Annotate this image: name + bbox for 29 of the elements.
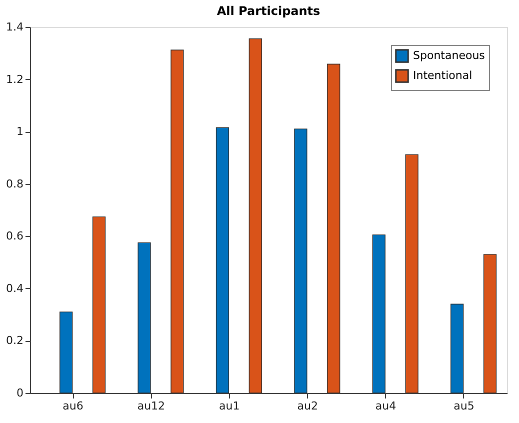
bar (92, 216, 106, 394)
x-tick-label: au1 (219, 400, 240, 412)
x-tick-label: au2 (297, 400, 318, 412)
bar (170, 50, 184, 394)
y-tick-label: 0.6 (6, 230, 24, 243)
bar (294, 128, 308, 394)
chart-title: All Participants (216, 4, 320, 18)
bar (248, 38, 262, 394)
bar (405, 154, 418, 394)
bar (60, 312, 73, 394)
y-tick-label: 0 (16, 386, 24, 400)
y-tick-label: 0.2 (6, 334, 24, 348)
bar (450, 304, 464, 394)
legend-label: Intentional (413, 69, 472, 82)
x-tick-label: au5 (454, 400, 474, 412)
bar (216, 127, 230, 394)
bar (483, 254, 497, 394)
bar (372, 234, 386, 394)
bar (327, 64, 340, 394)
legend-label: Spontaneous (413, 49, 486, 62)
y-tick-label: 1 (16, 125, 24, 138)
y-tick-label: 0.4 (6, 282, 24, 295)
y-tick-label: 1.4 (6, 20, 24, 34)
x-tick-label: au12 (137, 400, 166, 412)
x-tick-label: au6 (62, 400, 84, 412)
y-tick-label: 0.8 (6, 177, 24, 190)
bar (138, 242, 151, 394)
y-tick-label: 1.2 (6, 72, 24, 86)
x-tick-label: au4 (375, 400, 396, 412)
